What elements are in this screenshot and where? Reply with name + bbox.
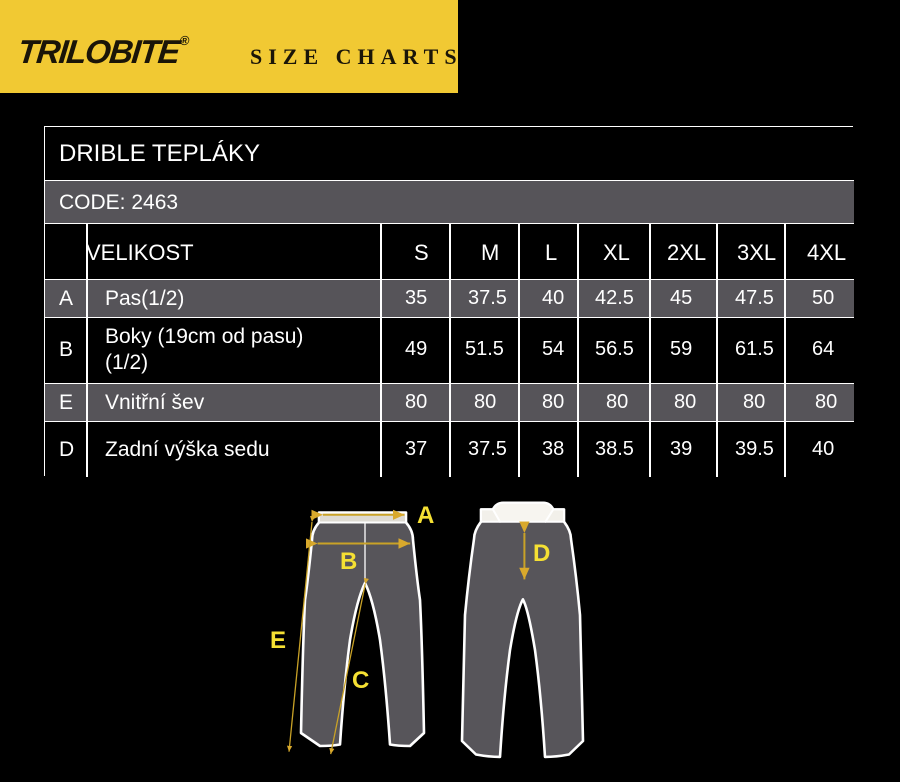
svg-text:E: E: [270, 627, 286, 654]
svg-text:B: B: [340, 548, 357, 575]
svg-text:A: A: [417, 502, 434, 529]
svg-text:D: D: [533, 540, 550, 567]
svg-text:C: C: [352, 667, 369, 694]
